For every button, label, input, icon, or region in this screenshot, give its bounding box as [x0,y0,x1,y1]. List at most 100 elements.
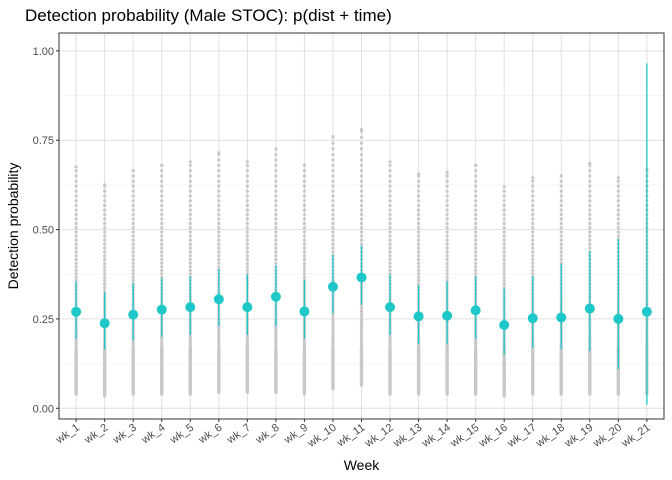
site-point [531,272,535,276]
site-point [531,203,535,208]
site-point [302,341,307,345]
site-point [103,194,107,198]
site-point [217,250,221,254]
estimate-point-wk_10 [327,281,338,292]
site-point [245,184,249,188]
x-tick-label: wk_18 [533,422,567,451]
site-point [217,238,221,242]
site-point [331,213,335,217]
site-point [474,250,478,254]
site-point-max [531,176,535,180]
y-tick-label: 1.00 [33,46,54,58]
site-point [217,327,221,331]
site-point [531,221,535,226]
site-point [160,238,164,242]
estimate-point-wk_11 [356,272,367,283]
site-point [502,238,506,242]
site-point [302,169,307,173]
site-point [416,282,421,286]
x-tick-label: wk_16 [476,422,510,451]
site-point [103,217,107,221]
site-point [188,217,192,221]
site-point [416,184,421,188]
site-point [359,174,364,178]
site-point [359,337,364,341]
site-point [331,330,335,334]
site-point [331,230,335,234]
site-point [445,268,449,272]
site-point [160,337,164,341]
site-point [302,242,307,246]
site-point [160,208,164,212]
site-point [445,272,449,276]
site-point [388,272,392,276]
site-point [245,189,249,193]
site-point [302,337,307,341]
x-tick-label: wk_10 [305,422,339,451]
site-point [331,322,335,326]
site-point [131,238,135,242]
site-point [502,213,506,217]
site-point [445,261,449,265]
site-point [217,257,221,262]
site-point [274,169,278,173]
site-point [359,327,364,331]
site-point [445,184,449,188]
site-point [274,337,278,341]
site-point [616,230,620,234]
site-point [245,234,249,238]
site-point [302,203,307,208]
site-point [274,226,278,230]
site-point [245,341,249,345]
site-point [616,226,620,230]
site-point [559,246,563,250]
site-point [274,327,278,331]
site-point [74,199,78,203]
site-point [103,242,107,246]
site-point [160,226,164,230]
site-point [188,339,192,343]
site-point [359,217,364,221]
site-point [416,268,421,272]
site-point [588,203,592,208]
site-point [274,163,278,168]
site-point [331,317,335,321]
site-point [474,184,478,188]
site-point [416,254,421,258]
site-point [131,268,135,272]
site-point [331,337,335,341]
site-point [416,208,421,212]
site-point [474,242,478,246]
site-point [502,278,506,283]
x-axis-title: Week [344,457,381,473]
site-point [416,278,421,283]
site-point [416,261,421,265]
site-point [160,242,164,246]
site-point [588,221,592,226]
site-point [103,288,107,292]
site-point [474,213,478,217]
site-point [388,199,392,203]
site-point [103,278,107,283]
site-point [245,203,249,208]
site-point [245,163,249,168]
site-point [245,238,249,242]
site-point [531,199,535,203]
site-point [274,257,278,262]
site-point [245,250,249,254]
site-point [502,265,506,269]
site-point [245,230,249,234]
site-point [217,339,221,343]
site-point [274,334,278,339]
site-point [416,203,421,208]
site-point [474,199,478,203]
site-point [331,189,335,193]
site-point [188,257,192,262]
site-point [217,217,221,221]
site-point [274,330,278,334]
site-point [131,275,135,279]
site-point [474,339,478,343]
site-point [74,169,78,173]
site-point [388,246,392,250]
site-point [274,332,278,336]
